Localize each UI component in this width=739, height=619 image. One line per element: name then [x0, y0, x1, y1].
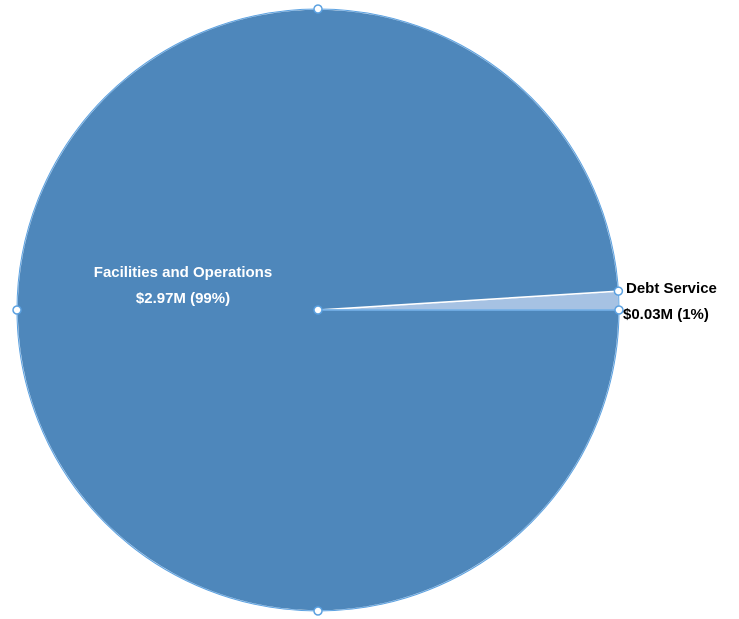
slice-label-debt-service: Debt Service	[626, 280, 717, 297]
selection-handle[interactable]	[614, 305, 624, 315]
selection-handle[interactable]	[313, 305, 323, 315]
selection-handle[interactable]	[12, 305, 22, 315]
selection-handle[interactable]	[313, 606, 323, 616]
selection-handles	[12, 4, 624, 616]
slice-value-debt-service: $0.03M (1%)	[623, 306, 709, 323]
selection-handle[interactable]	[313, 4, 323, 14]
slice-value-facilities: $2.97M (99%)	[136, 290, 230, 307]
selection-handle[interactable]	[613, 286, 624, 296]
slice-label-facilities: Facilities and Operations	[94, 264, 272, 281]
